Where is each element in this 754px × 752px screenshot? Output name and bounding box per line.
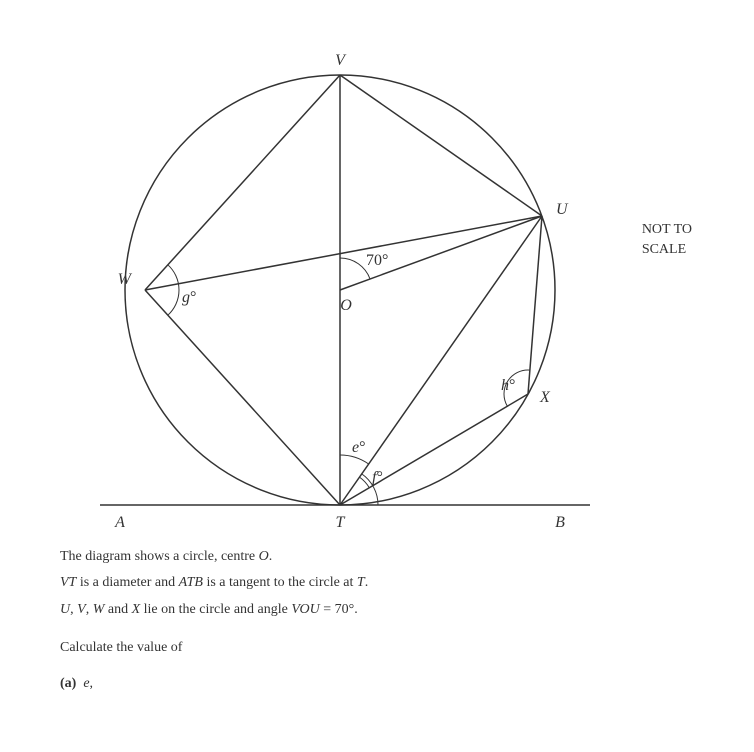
svg-text:A: A xyxy=(114,514,125,531)
q-p3-d: lie on the circle and angle xyxy=(140,602,291,617)
svg-text:B: B xyxy=(555,514,565,531)
letter-W: W xyxy=(93,602,105,617)
letter-T: T xyxy=(357,575,365,590)
svg-text:e°: e° xyxy=(352,439,366,456)
svg-text:U: U xyxy=(556,201,569,218)
q-p4: Calculate the value of xyxy=(60,640,182,655)
q-p3-b: , xyxy=(86,602,93,617)
q-p2-c: . xyxy=(365,575,369,590)
part-a-tail: , xyxy=(90,676,94,691)
note-line-2: SCALE xyxy=(642,242,686,257)
q-p2-a: is a diameter and xyxy=(76,575,178,590)
diagram-svg: V U X B T A W O 70° g° e° f° h° xyxy=(60,20,600,540)
letter-X: X xyxy=(132,602,141,617)
letter-O: O xyxy=(259,549,269,564)
not-to-scale-note: NOT TO SCALE xyxy=(642,220,692,259)
svg-text:f°: f° xyxy=(372,469,383,486)
note-line-1: NOT TO xyxy=(642,222,692,237)
svg-text:70°: 70° xyxy=(366,252,388,269)
letters-ATB: ATB xyxy=(179,575,203,590)
part-a: (a) e, xyxy=(60,676,714,692)
part-a-label: (a) xyxy=(60,676,76,691)
q-p2-b: is a tangent to the circle at xyxy=(203,575,357,590)
svg-text:W: W xyxy=(118,271,133,288)
q-p3-e: = 70°. xyxy=(320,602,358,617)
svg-text:V: V xyxy=(335,52,347,69)
letter-U: U xyxy=(60,602,70,617)
svg-text:T: T xyxy=(336,514,346,531)
geometry-diagram: VUXBTAWO70°g°e°f°h° NOT TO SCALE xyxy=(60,20,600,540)
svg-text:g°: g° xyxy=(182,289,196,306)
svg-text:h°: h° xyxy=(501,377,515,394)
svg-text:O: O xyxy=(340,297,352,314)
letters-VT: VT xyxy=(60,575,76,590)
q-p1-b: . xyxy=(269,549,273,564)
svg-text:X: X xyxy=(539,389,551,406)
letters-VOU: VOU xyxy=(291,602,319,617)
q-p1-a: The diagram shows a circle, centre xyxy=(60,549,259,564)
q-p3-c: and xyxy=(104,602,131,617)
letter-V: V xyxy=(77,602,86,617)
question-text: The diagram shows a circle, centre O. VT… xyxy=(60,546,714,660)
